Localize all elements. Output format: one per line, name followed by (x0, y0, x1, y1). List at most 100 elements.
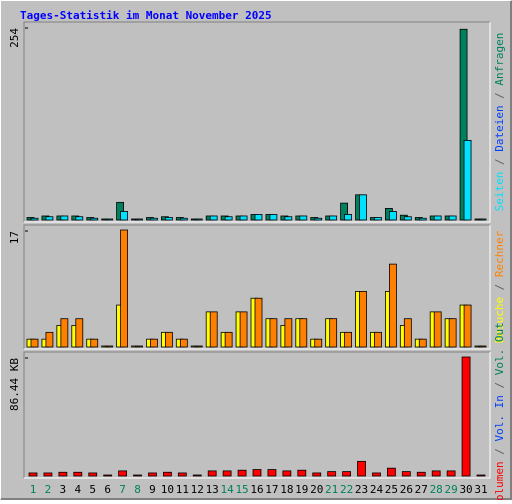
bar (284, 318, 293, 348)
bar (150, 217, 158, 221)
bar (403, 216, 412, 221)
y-tick-label: 86.44 KB (8, 358, 21, 411)
bar (478, 345, 487, 348)
bar (207, 470, 217, 477)
legend-separator: / (493, 152, 506, 172)
bar (179, 217, 188, 221)
x-tick-label: 24 (370, 483, 384, 496)
x-tick-label: 10 (161, 483, 174, 496)
legend-entry: Volumen (493, 461, 506, 500)
bar (177, 472, 187, 477)
bar (45, 331, 54, 348)
x-tick-label: 26 (400, 483, 413, 496)
bar (75, 216, 84, 221)
bar (239, 215, 248, 221)
y-tick-label: 254 (8, 28, 21, 48)
x-tick-label: 9 (149, 483, 156, 496)
bar (461, 356, 471, 477)
x-tick-label: 1 (30, 483, 37, 496)
bar (75, 318, 84, 348)
bar (209, 311, 218, 348)
bar (359, 291, 367, 348)
bar (374, 217, 382, 221)
legend-entry: Vol. Out (493, 322, 506, 375)
bar (476, 474, 486, 477)
bar (90, 217, 99, 221)
bar (150, 338, 158, 348)
panel-border-dark (23, 351, 490, 478)
legend-entry: Anfragen (493, 33, 506, 86)
bar (401, 471, 411, 477)
legend-entry: Dateien (493, 105, 506, 151)
legend: Seiten / Dateien / Anfragen (493, 33, 506, 212)
bar (194, 218, 203, 221)
bar (372, 472, 381, 477)
x-tick-label: 5 (89, 483, 96, 496)
bar (60, 215, 69, 221)
bar (162, 471, 172, 477)
bar (194, 345, 203, 348)
x-tick-label: 23 (355, 483, 368, 496)
x-tick-label: 3 (60, 483, 67, 496)
legend-entry: Vol. In (493, 395, 506, 441)
bar (374, 331, 382, 348)
bar (282, 470, 292, 477)
bar (28, 472, 38, 477)
bar (416, 471, 426, 477)
x-tick-label: 2 (45, 483, 52, 496)
bar (403, 318, 412, 348)
panel-border-dark (23, 21, 490, 222)
bar (135, 345, 143, 348)
x-tick-label: 28 (430, 483, 443, 496)
bar (448, 215, 457, 221)
bar (30, 217, 39, 221)
bar (43, 472, 53, 477)
bar (344, 331, 353, 348)
bar (463, 304, 472, 348)
x-tick-label: 30 (459, 483, 472, 496)
bar (284, 216, 293, 221)
bar (105, 345, 114, 348)
legend: Volumen / Vol. In / Vol. Out (493, 322, 506, 500)
bar (329, 318, 338, 348)
bar (299, 318, 308, 348)
x-tick-label: 15 (235, 483, 248, 496)
bar (448, 318, 457, 348)
bar (327, 471, 337, 477)
x-tick-label: 21 (325, 483, 338, 496)
bar (433, 311, 442, 348)
legend-separator: / (493, 86, 506, 106)
bar (418, 217, 427, 221)
panel-border-light (24, 22, 491, 223)
bar (329, 215, 338, 221)
bar (30, 338, 39, 348)
bar (312, 472, 322, 477)
bar (478, 218, 487, 221)
legend-separator: / (493, 375, 506, 395)
bar (254, 214, 263, 221)
bar (224, 331, 233, 348)
panel-border-light (24, 225, 491, 350)
x-tick-label: 4 (74, 483, 81, 496)
bar (120, 211, 128, 221)
bar (340, 202, 349, 221)
bar (239, 311, 248, 348)
legend-entry: Rechner (493, 230, 506, 277)
bar (269, 318, 278, 348)
x-tick-label: 25 (385, 483, 398, 496)
panel-border-light (24, 352, 491, 479)
bar (222, 470, 232, 477)
bar (431, 470, 441, 477)
bar (359, 194, 367, 221)
bar (88, 472, 98, 477)
bar (269, 214, 278, 221)
legend-separator: / (493, 441, 506, 461)
bar (118, 470, 127, 477)
legend-separator: / (493, 277, 506, 297)
x-tick-label: 29 (445, 483, 458, 496)
bar (357, 460, 366, 477)
bar (73, 471, 83, 477)
bar (314, 338, 323, 348)
